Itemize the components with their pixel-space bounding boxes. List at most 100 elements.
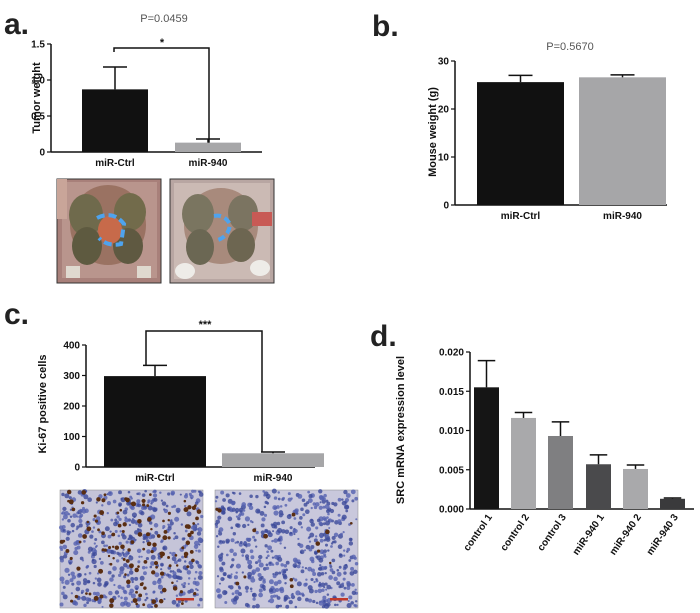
ki67-nucleus <box>181 602 184 605</box>
nucleus <box>179 493 182 496</box>
nucleus <box>245 537 250 542</box>
nucleus <box>144 598 147 602</box>
nucleus <box>126 501 131 506</box>
nucleus <box>315 526 319 530</box>
nucleus <box>302 513 306 517</box>
nucleus <box>170 490 176 496</box>
ki67-nucleus <box>108 545 112 550</box>
nucleus <box>123 575 127 579</box>
nucleus <box>267 554 270 558</box>
nucleus <box>293 532 296 536</box>
nucleus <box>315 555 319 559</box>
nucleus <box>258 592 263 598</box>
nucleus <box>229 585 234 590</box>
nucleus <box>248 505 254 510</box>
nucleus <box>301 498 306 503</box>
nucleus <box>136 492 139 496</box>
nucleus <box>324 603 330 609</box>
nucleus <box>249 494 253 499</box>
nucleus <box>67 518 71 523</box>
nucleus <box>59 602 64 607</box>
nucleus <box>91 530 94 533</box>
nucleus <box>273 506 278 510</box>
nucleus <box>266 550 269 554</box>
nucleus <box>160 568 163 571</box>
panel-letter-d: d. <box>370 320 397 353</box>
nucleus <box>69 508 73 511</box>
nucleus <box>348 537 353 542</box>
ki67-nucleus <box>162 519 165 523</box>
nucleus <box>175 594 179 597</box>
nucleus <box>249 549 254 554</box>
nucleus <box>233 575 238 580</box>
nucleus <box>153 497 158 502</box>
nucleus <box>215 495 219 499</box>
nucleus <box>219 566 224 571</box>
nucleus <box>104 595 108 599</box>
ki67-nucleus <box>94 519 99 523</box>
nucleus <box>240 548 246 554</box>
nucleus <box>277 538 281 542</box>
ki67-nucleus <box>71 507 76 512</box>
nucleus <box>262 490 265 493</box>
nucleus <box>220 505 225 509</box>
nucleus <box>222 498 226 502</box>
nucleus <box>196 531 202 536</box>
ki67-nucleus <box>161 587 167 593</box>
nucleus <box>96 516 101 521</box>
ki67-nucleus <box>252 528 257 533</box>
nucleus <box>265 556 268 560</box>
nucleus <box>75 586 81 592</box>
nucleus <box>346 602 352 609</box>
nucleus <box>133 520 138 524</box>
nucleus <box>253 538 257 542</box>
nucleus <box>81 508 87 514</box>
ki67-nucleus <box>186 565 190 569</box>
nucleus <box>109 577 114 582</box>
nucleus <box>299 543 304 549</box>
nucleus <box>314 551 318 555</box>
nucleus <box>172 571 177 576</box>
ki67-nucleus <box>143 586 147 590</box>
nucleus <box>315 601 319 605</box>
nucleus <box>196 593 199 597</box>
nucleus <box>351 499 355 503</box>
nucleus <box>169 551 172 555</box>
nucleus <box>307 490 311 494</box>
ihc-image-mir-940 <box>214 488 359 609</box>
nucleus <box>92 581 96 585</box>
y-tick-label: 0.005 <box>439 465 464 476</box>
nucleus <box>235 571 238 574</box>
nucleus <box>184 493 188 496</box>
nucleus <box>336 603 339 606</box>
nucleus <box>243 540 247 545</box>
ki67-nucleus <box>114 545 120 550</box>
y-axis-label: Tumor weight <box>31 62 43 134</box>
nucleus <box>305 578 308 581</box>
nucleus <box>118 517 122 521</box>
nucleus <box>137 522 143 528</box>
nucleus <box>113 583 116 587</box>
ki67-nucleus <box>150 527 153 531</box>
ki67-nucleus <box>78 540 82 544</box>
nucleus <box>172 504 177 508</box>
nucleus <box>93 564 97 569</box>
nucleus <box>160 575 164 579</box>
ki67-nucleus <box>96 497 101 502</box>
nucleus <box>187 577 191 580</box>
nucleus <box>94 545 98 549</box>
nucleus <box>180 523 184 526</box>
nucleus <box>123 562 128 568</box>
nucleus <box>231 501 236 506</box>
nucleus <box>215 525 219 529</box>
nucleus <box>112 499 117 504</box>
nucleus <box>324 543 328 547</box>
ki67-nucleus <box>85 592 88 595</box>
nucleus <box>87 497 92 503</box>
nucleus <box>128 570 134 575</box>
ki67-nucleus <box>80 501 85 505</box>
nucleus <box>351 590 357 596</box>
nucleus <box>267 532 273 538</box>
ki67-nucleus <box>146 532 151 537</box>
nucleus <box>120 601 126 607</box>
